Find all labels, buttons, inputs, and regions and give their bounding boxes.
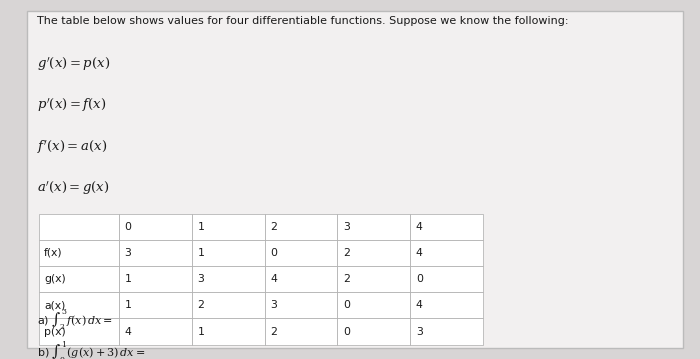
- Bar: [119, 318, 192, 345]
- Bar: [265, 292, 337, 318]
- Bar: [410, 318, 483, 345]
- Bar: [119, 266, 192, 292]
- Bar: [265, 214, 337, 240]
- Bar: [192, 318, 265, 345]
- Text: 3: 3: [197, 274, 204, 284]
- Text: 3: 3: [343, 222, 350, 232]
- Text: 0: 0: [125, 222, 132, 232]
- Bar: [337, 318, 410, 345]
- Bar: [192, 214, 265, 240]
- Text: 0: 0: [343, 300, 350, 310]
- Text: $g'(x) = p(x)$: $g'(x) = p(x)$: [37, 56, 110, 73]
- Bar: [38, 214, 119, 240]
- Bar: [38, 240, 119, 266]
- Bar: [265, 240, 337, 266]
- Text: 4: 4: [416, 222, 423, 232]
- Text: 1: 1: [125, 274, 132, 284]
- Bar: [337, 214, 410, 240]
- Bar: [119, 292, 192, 318]
- Bar: [38, 318, 119, 345]
- Bar: [410, 266, 483, 292]
- Bar: [192, 240, 265, 266]
- Text: 3: 3: [270, 300, 277, 310]
- Text: 0: 0: [416, 274, 423, 284]
- Text: b) $\int_0^1 (g(x) + 3)\, dx =$: b) $\int_0^1 (g(x) + 3)\, dx =$: [37, 340, 146, 359]
- Text: 1: 1: [197, 248, 204, 258]
- Bar: [192, 292, 265, 318]
- Text: a(x): a(x): [44, 300, 66, 310]
- Text: 0: 0: [343, 327, 350, 336]
- Text: 4: 4: [125, 327, 132, 336]
- Text: 2: 2: [270, 222, 277, 232]
- Bar: [265, 318, 337, 345]
- Text: 4: 4: [416, 248, 423, 258]
- Text: f(x): f(x): [44, 248, 63, 258]
- Bar: [38, 266, 119, 292]
- Bar: [38, 292, 119, 318]
- Text: 3: 3: [416, 327, 423, 336]
- Bar: [410, 214, 483, 240]
- Text: 4: 4: [270, 274, 277, 284]
- Text: 1: 1: [197, 327, 204, 336]
- Text: 2: 2: [343, 274, 350, 284]
- Bar: [119, 240, 192, 266]
- Bar: [337, 266, 410, 292]
- Text: $a'(x) = g(x)$: $a'(x) = g(x)$: [37, 180, 110, 197]
- Bar: [410, 240, 483, 266]
- Text: p(x): p(x): [44, 327, 66, 336]
- Text: $p'(x) = f(x)$: $p'(x) = f(x)$: [37, 97, 106, 115]
- Bar: [265, 266, 337, 292]
- Text: 2: 2: [197, 300, 204, 310]
- Text: $f'(x) = a(x)$: $f'(x) = a(x)$: [37, 138, 107, 156]
- Bar: [119, 214, 192, 240]
- Bar: [337, 292, 410, 318]
- Bar: [410, 292, 483, 318]
- Text: 0: 0: [270, 248, 277, 258]
- Text: a) $\int_2^3 f(x)\, dx =$: a) $\int_2^3 f(x)\, dx =$: [37, 307, 113, 332]
- Text: 1: 1: [197, 222, 204, 232]
- Text: g(x): g(x): [44, 274, 66, 284]
- Text: 2: 2: [270, 327, 277, 336]
- Text: 4: 4: [416, 300, 423, 310]
- Bar: [192, 266, 265, 292]
- Text: 3: 3: [125, 248, 132, 258]
- Text: 2: 2: [343, 248, 350, 258]
- Text: The table below shows values for four differentiable functions. Suppose we know : The table below shows values for four di…: [37, 16, 568, 26]
- Text: 1: 1: [125, 300, 132, 310]
- Bar: [337, 240, 410, 266]
